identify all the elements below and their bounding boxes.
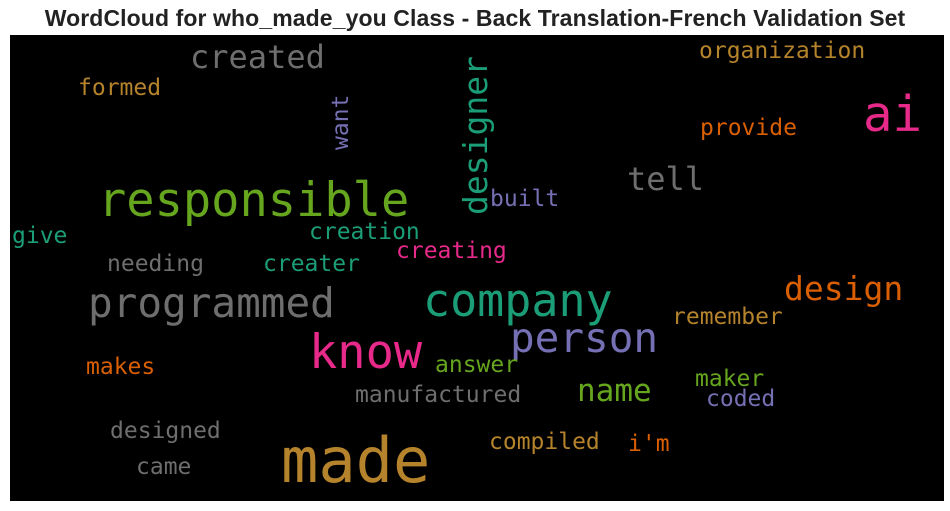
word-made: made <box>281 424 431 497</box>
word-remember: remember <box>672 304 783 330</box>
word-designed: designed <box>110 418 221 444</box>
word-answer: answer <box>435 352 519 378</box>
word-ai: ai <box>863 86 923 143</box>
word-know: know <box>309 325 423 380</box>
word-formed: formed <box>78 75 162 101</box>
word-creater: creater <box>263 251 360 277</box>
word-give: give <box>12 223 68 249</box>
word-want: want <box>328 94 354 150</box>
word-built: built <box>490 186 560 212</box>
word-came: came <box>136 454 192 480</box>
word-designer: designer <box>456 56 495 215</box>
chart-title: WordCloud for who_made_you Class - Back … <box>44 5 906 31</box>
word-maker: maker <box>695 366 765 392</box>
word-coded: coded <box>706 386 776 412</box>
word-tell: tell <box>627 160 705 198</box>
word-needing: needing <box>107 251 204 277</box>
word-creation: creation <box>309 219 420 245</box>
word-design: design <box>784 269 904 308</box>
word-person: person <box>510 314 659 362</box>
word-name: name <box>577 373 652 409</box>
word-organization: organization <box>699 38 866 64</box>
word-created: created <box>190 38 325 76</box>
word-compiled: compiled <box>489 429 600 455</box>
word-provide: provide <box>700 115 797 141</box>
word-manufactured: manufactured <box>355 382 522 408</box>
word-im: i'm <box>628 431 670 457</box>
word-company: company <box>423 274 613 327</box>
word-programmed: programmed <box>88 279 335 327</box>
word-makes: makes <box>86 354 156 380</box>
word-responsible: responsible <box>98 173 410 228</box>
word-creating: creating <box>396 238 507 264</box>
word-cloud: made responsible know company ai program… <box>10 35 944 501</box>
